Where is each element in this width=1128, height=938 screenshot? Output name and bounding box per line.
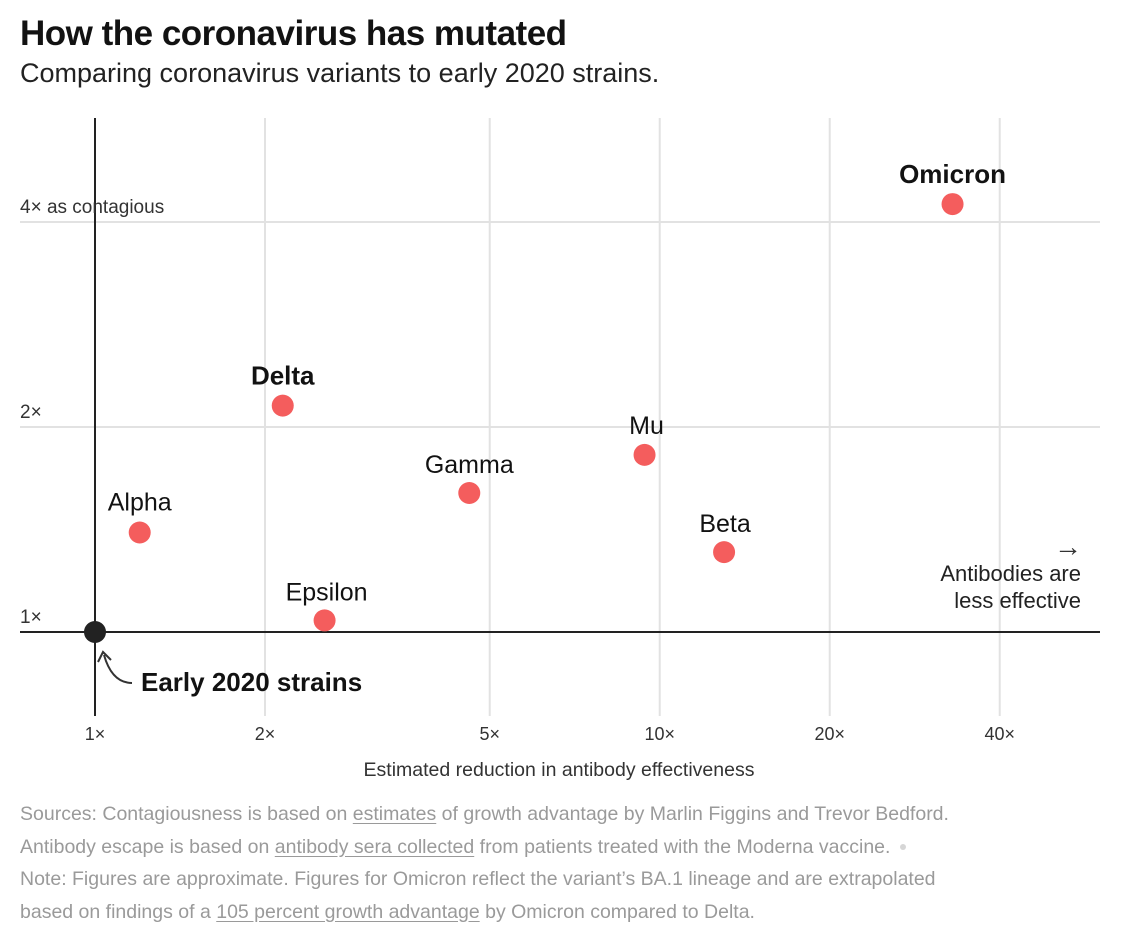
point-label: Delta bbox=[251, 361, 315, 391]
data-point-gamma bbox=[458, 481, 481, 504]
notes-line-1-tail: of growth advantage by Marlin Figgins an… bbox=[436, 803, 949, 825]
tick-labels: 1× 2× 5× 10× 20× 40× 1× 2× 4× as contagious Estim… bbox=[20, 197, 1015, 781]
data-point-epsilon bbox=[313, 609, 336, 632]
notes-line-3-text: Note: Figures are approximate. Figures f… bbox=[20, 868, 936, 890]
y-tick-label: 1× bbox=[20, 607, 42, 628]
x-tick-label: 10× bbox=[644, 724, 675, 744]
notes-line-4-text: based on findings of a bbox=[20, 900, 217, 923]
y-tick-label: 4× as contagious bbox=[20, 197, 164, 218]
notes-line-4-tail: by Omicron compared to Delta. bbox=[479, 900, 755, 923]
point-label: Early 2020 strains bbox=[141, 667, 362, 697]
pointer-arrow bbox=[103, 654, 133, 684]
point-labels: Early 2020 strains Alpha Epsilon Delta Gamma… bbox=[108, 159, 1006, 697]
point-label: Omicron bbox=[899, 159, 1006, 189]
notes-line-2-tail: from patients treated with the Moderna v… bbox=[474, 835, 891, 858]
x-tick-label: 5× bbox=[479, 724, 500, 744]
right-arrow-icon: → bbox=[1054, 531, 1082, 562]
x-tick-label: 40× bbox=[984, 724, 1015, 744]
notes-line-1: Sources: Contagiousness is based on esti… bbox=[20, 798, 1110, 831]
data-point-early-2020-strains bbox=[84, 621, 106, 643]
notes-line-2-text: Antibody escape is based on bbox=[20, 835, 275, 858]
notes-line-3: Note: Figures are approximate. Figures f… bbox=[20, 863, 1110, 896]
source-notes: Sources: Contagiousness is based on esti… bbox=[20, 798, 1110, 928]
y-tick-label: 2× bbox=[20, 402, 42, 423]
data-points bbox=[84, 193, 964, 643]
point-label: Gamma bbox=[425, 451, 514, 479]
point-label: Beta bbox=[699, 510, 751, 538]
point-label: Alpha bbox=[108, 488, 172, 516]
notes-line-2: Antibody escape is based on antibody ser… bbox=[20, 831, 1110, 864]
x-axis-label: Estimated reduction in antibody effectiv… bbox=[364, 759, 755, 781]
chart-subtitle: Comparing coronavirus variants to early … bbox=[20, 58, 660, 88]
point-label: Epsilon bbox=[286, 578, 368, 606]
notes-line-4: based on findings of a 105 percent growt… bbox=[20, 896, 1110, 929]
annotation-text: less effective bbox=[954, 588, 1081, 613]
data-point-omicron bbox=[941, 193, 964, 216]
growth-advantage-link[interactable]: 105 percent growth advantage bbox=[216, 900, 480, 923]
notes-line-1-text: Sources: Contagiousness is based on bbox=[20, 803, 353, 825]
data-point-delta bbox=[271, 394, 294, 417]
pointer-arrow-head bbox=[97, 650, 112, 663]
annotation-text: Antibodies are bbox=[940, 561, 1081, 586]
x-tick-label: 20× bbox=[814, 724, 845, 744]
data-point-beta bbox=[713, 541, 736, 564]
estimates-link[interactable]: estimates bbox=[352, 803, 437, 825]
data-point-mu bbox=[633, 443, 656, 466]
data-point-alpha bbox=[128, 521, 151, 544]
x-tick-label: 1× bbox=[85, 724, 106, 744]
grid-layer bbox=[20, 118, 1100, 716]
x-tick-label: 2× bbox=[255, 724, 276, 744]
chart-title: How the coronavirus has mutated bbox=[20, 14, 567, 53]
antibody-sera-link[interactable]: antibody sera collected bbox=[274, 835, 475, 858]
point-label: Mu bbox=[629, 412, 664, 440]
axis-layer bbox=[20, 118, 1100, 716]
separator-dot bbox=[900, 844, 907, 851]
scatter-chart: 1× 2× 5× 10× 20× 40× 1× 2× 4× as contagious Estim… bbox=[20, 118, 1100, 781]
